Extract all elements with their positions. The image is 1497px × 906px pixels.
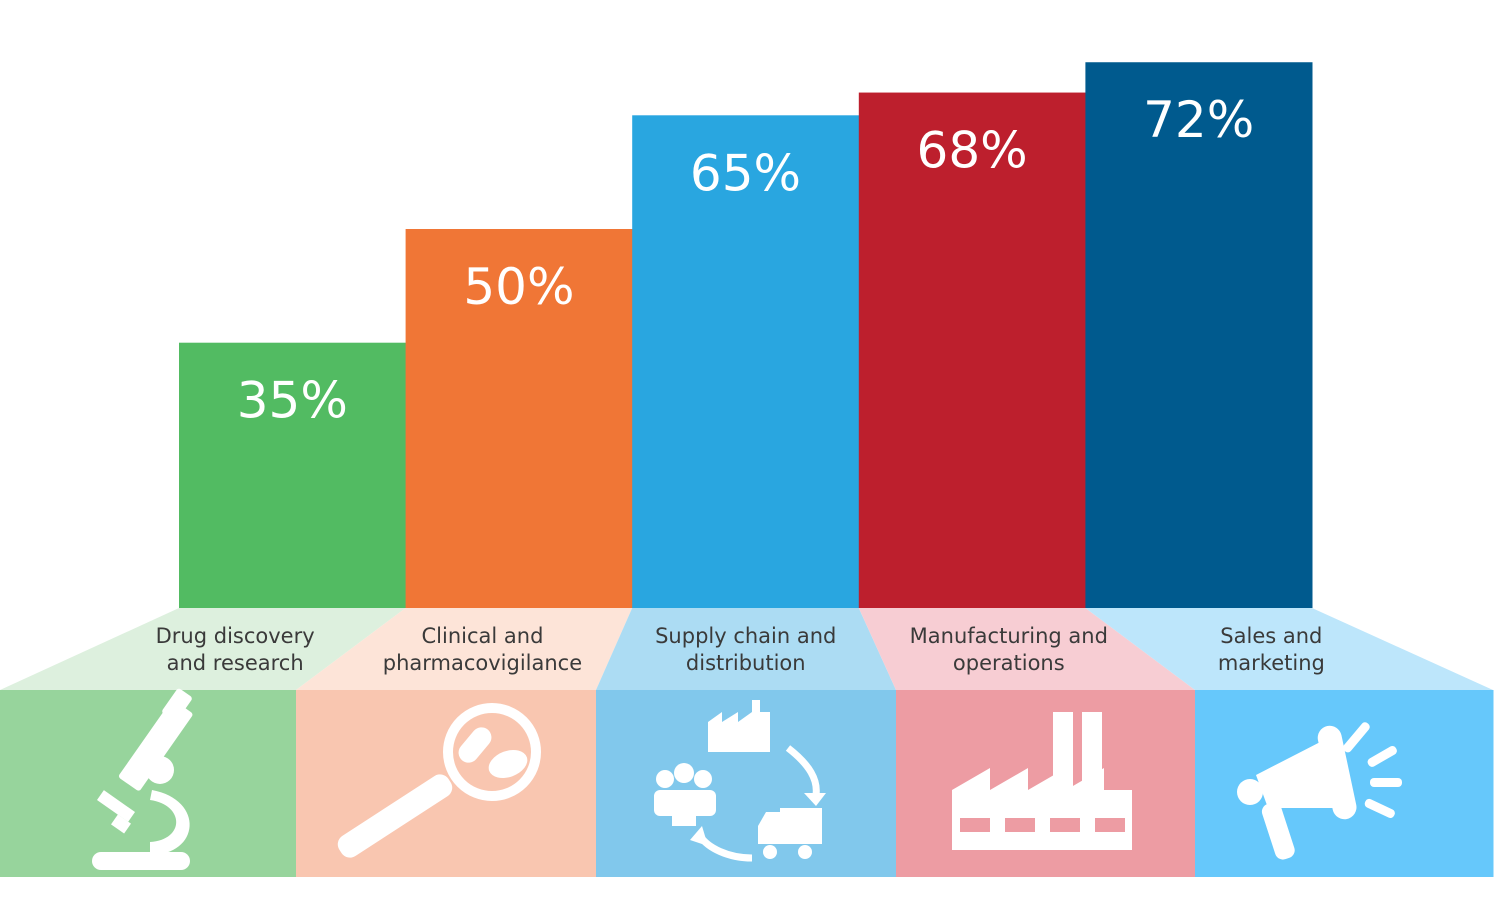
category-label: Sales and bbox=[1220, 624, 1322, 648]
bar bbox=[858, 92, 1086, 608]
bar bbox=[179, 342, 407, 608]
bars: 35% 50% 65% 68% 72% bbox=[179, 62, 1313, 609]
category-label: distribution bbox=[686, 651, 806, 675]
label-band bbox=[0, 608, 1493, 690]
bar-value-label: 35% bbox=[237, 372, 348, 430]
category-labels: Drug discovery and research Clinical and ph… bbox=[156, 624, 1325, 675]
icon-panels bbox=[0, 688, 1494, 877]
category-label: Drug discovery bbox=[156, 624, 315, 648]
category-label: and research bbox=[167, 651, 304, 675]
factory-icon bbox=[952, 712, 1132, 850]
label-band-segment bbox=[1085, 608, 1493, 690]
category-label: Clinical and bbox=[421, 624, 543, 648]
megaphone-icon bbox=[1237, 722, 1402, 860]
bar-value-label: 68% bbox=[917, 122, 1028, 180]
bar-value-label: 50% bbox=[463, 258, 574, 316]
magnifier-pills-icon bbox=[337, 703, 541, 858]
icon-panel bbox=[0, 690, 297, 877]
category-label: Manufacturing and bbox=[910, 624, 1108, 648]
category-label: Supply chain and bbox=[655, 624, 836, 648]
bar-value-label: 72% bbox=[1143, 91, 1254, 149]
bar-value-label: 65% bbox=[690, 144, 801, 202]
label-band-segment bbox=[296, 608, 633, 690]
supply-cycle-icon bbox=[654, 700, 826, 862]
category-label: marketing bbox=[1218, 651, 1325, 675]
label-band-segment bbox=[0, 608, 406, 690]
bar bbox=[405, 229, 633, 608]
label-band-segment bbox=[596, 608, 896, 690]
bar bbox=[632, 115, 860, 609]
category-label: pharmacovigilance bbox=[383, 651, 582, 675]
microscope-icon bbox=[92, 688, 193, 870]
category-label: operations bbox=[953, 651, 1065, 675]
label-band-segment bbox=[858, 608, 1195, 690]
bar bbox=[1085, 62, 1313, 609]
